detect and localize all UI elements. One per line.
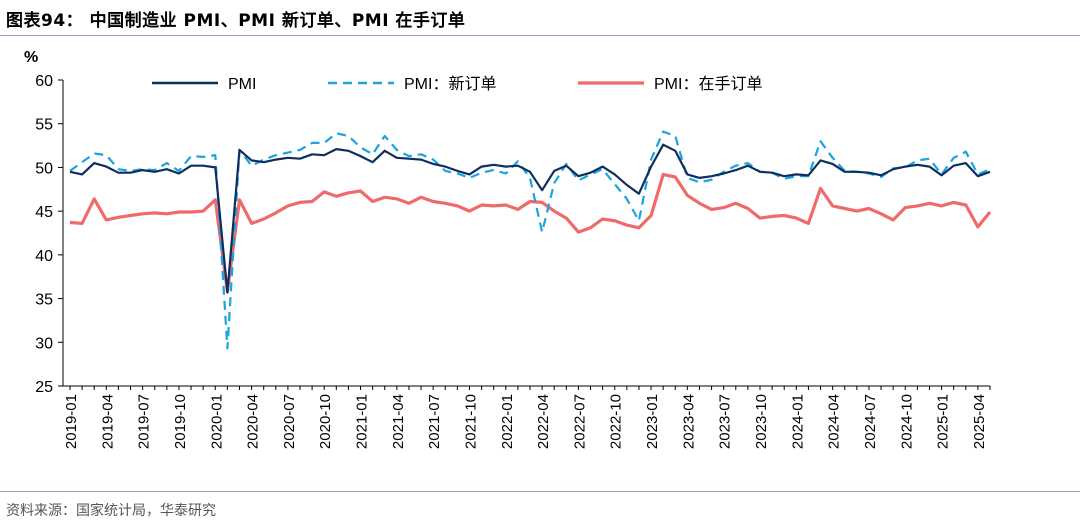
y-tick-label: 60: [35, 73, 53, 90]
x-tick-label: 2023-01: [644, 394, 661, 449]
x-tick-label: 2019-07: [136, 394, 153, 449]
y-tick-label: 55: [35, 117, 53, 134]
x-tick-label: 2025-01: [935, 394, 952, 449]
legend-label-0: PMI: [228, 76, 256, 93]
x-tick-label: 2023-04: [680, 394, 697, 449]
x-tick-label: 2021-01: [354, 394, 371, 449]
chart-title: 图表94： 中国制造业 PMI、PMI 新订单、PMI 在手订单: [6, 11, 466, 31]
x-tick-label: 2022-10: [608, 394, 625, 449]
top-divider: [0, 35, 1080, 36]
y-tick-label: 45: [35, 204, 53, 221]
y-tick-label: 35: [35, 292, 53, 309]
x-tick-label: 2025-04: [971, 394, 988, 449]
x-tick-label: 2020-01: [208, 394, 225, 449]
series-line-0: [69, 143, 991, 294]
x-tick-label: 2019-10: [172, 394, 189, 449]
x-tick-label: 2024-07: [862, 394, 879, 449]
x-tick-label: 2020-10: [317, 394, 334, 449]
y-tick-label: 30: [35, 335, 53, 352]
x-tick-label: 2020-04: [245, 394, 262, 449]
x-tick-label: 2023-10: [753, 394, 770, 449]
legend-label-1: PMI：新订单: [404, 75, 496, 93]
chart-legend: PMI PMI：新订单 PMI：在手订单: [152, 75, 762, 93]
series-line-2: [69, 172, 992, 294]
series-line-1: [69, 130, 991, 350]
bottom-divider: [0, 491, 1080, 492]
x-tick-label: 2019-01: [63, 394, 80, 449]
x-tick-label: 2024-01: [789, 394, 806, 449]
y-tick-label: 25: [35, 379, 53, 396]
x-tick-label: 2020-07: [281, 394, 298, 449]
y-tick-label: 40: [35, 248, 53, 265]
legend-label-2: PMI：在手订单: [654, 75, 762, 93]
x-tick-label: 2021-04: [390, 394, 407, 449]
chart-axes: 25 30 35 40 45 50 55 60% 2019-01 2019-04 2019-07 20…: [24, 49, 991, 449]
x-tick-label: 2022-07: [571, 394, 588, 449]
y-tick-label: 50: [35, 160, 53, 177]
x-tick-label: 2019-04: [99, 394, 116, 449]
chart-series: [69, 130, 992, 350]
y-axis-unit: %: [24, 49, 38, 66]
x-tick-label: 2024-10: [898, 394, 915, 449]
source-note: 资料来源：国家统计局，华泰研究: [6, 503, 216, 519]
x-tick-label: 2021-07: [426, 394, 443, 449]
x-tick-label: 2023-07: [717, 394, 734, 449]
x-tick-label: 2022-01: [499, 394, 516, 449]
x-tick-label: 2021-10: [462, 394, 479, 449]
x-tick-label: 2022-04: [535, 394, 552, 449]
x-tick-label: 2024-04: [826, 394, 843, 449]
